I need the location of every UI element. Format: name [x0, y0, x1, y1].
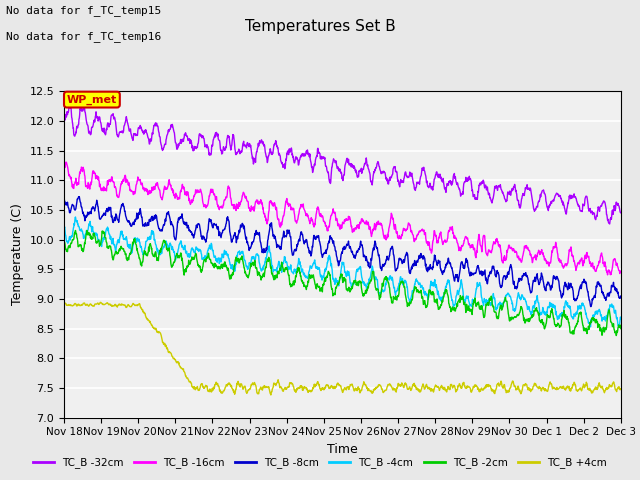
TC_B +4cm — [312, 382, 320, 387]
TC_B -8cm — [76, 194, 83, 200]
Line: TC_B -8cm: TC_B -8cm — [64, 197, 621, 307]
Line: TC_B -32cm: TC_B -32cm — [64, 105, 621, 224]
TC_B -2cm — [60, 239, 68, 245]
TC_B -4cm — [444, 277, 452, 283]
TC_B -4cm — [60, 227, 68, 233]
TC_B -2cm — [444, 293, 452, 299]
TC_B +4cm — [582, 382, 589, 388]
TC_B -16cm — [62, 159, 70, 165]
TC_B -32cm — [312, 154, 320, 160]
TC_B +4cm — [60, 300, 68, 306]
TC_B +4cm — [445, 385, 452, 391]
TC_B -32cm — [582, 195, 589, 201]
TC_B -2cm — [617, 326, 625, 332]
TC_B +4cm — [617, 386, 625, 392]
TC_B -2cm — [70, 230, 78, 236]
Line: TC_B -4cm: TC_B -4cm — [64, 217, 621, 327]
TC_B -32cm — [444, 182, 452, 188]
TC_B -32cm — [79, 102, 87, 108]
TC_B -4cm — [617, 316, 625, 322]
TC_B -8cm — [444, 256, 452, 262]
TC_B -4cm — [587, 324, 595, 330]
TC_B -32cm — [70, 133, 78, 139]
TC_B -4cm — [72, 214, 79, 220]
TC_B -16cm — [346, 215, 353, 221]
TC_B -8cm — [346, 243, 353, 249]
TC_B -8cm — [312, 234, 320, 240]
TC_B -8cm — [587, 304, 595, 310]
Text: WP_met: WP_met — [67, 95, 117, 105]
TC_B -2cm — [72, 228, 79, 233]
TC_B +4cm — [346, 384, 353, 390]
TC_B +4cm — [97, 300, 104, 305]
Y-axis label: Temperature (C): Temperature (C) — [11, 204, 24, 305]
TC_B -2cm — [312, 286, 320, 291]
TC_B -32cm — [606, 221, 614, 227]
TC_B -8cm — [160, 222, 168, 228]
TC_B -16cm — [160, 187, 168, 192]
TC_B -8cm — [60, 198, 68, 204]
TC_B -4cm — [346, 271, 353, 277]
TC_B -16cm — [71, 181, 79, 187]
TC_B -32cm — [346, 162, 353, 168]
Text: No data for f_TC_temp15: No data for f_TC_temp15 — [6, 5, 162, 16]
TC_B -8cm — [70, 207, 78, 213]
TC_B -2cm — [582, 328, 589, 334]
Line: TC_B -16cm: TC_B -16cm — [64, 162, 621, 275]
Text: Temperatures Set B: Temperatures Set B — [244, 19, 396, 34]
TC_B +4cm — [70, 301, 78, 307]
TC_B -4cm — [312, 264, 320, 270]
TC_B -8cm — [582, 279, 589, 285]
X-axis label: Time: Time — [327, 443, 358, 456]
TC_B -16cm — [582, 252, 589, 258]
TC_B -32cm — [60, 119, 68, 124]
TC_B -2cm — [160, 238, 168, 244]
TC_B -4cm — [582, 307, 589, 313]
TC_B -16cm — [312, 211, 320, 217]
TC_B -4cm — [70, 222, 78, 228]
TC_B +4cm — [160, 341, 168, 347]
TC_B -32cm — [160, 144, 168, 150]
TC_B -16cm — [444, 230, 452, 236]
Line: TC_B -2cm: TC_B -2cm — [64, 230, 621, 336]
Text: No data for f_TC_temp16: No data for f_TC_temp16 — [6, 31, 162, 42]
TC_B +4cm — [267, 392, 275, 398]
Line: TC_B +4cm: TC_B +4cm — [64, 302, 621, 395]
TC_B -16cm — [60, 165, 68, 170]
TC_B -16cm — [617, 269, 625, 275]
TC_B -2cm — [612, 333, 620, 338]
TC_B -32cm — [617, 210, 625, 216]
TC_B -4cm — [160, 244, 168, 250]
TC_B -8cm — [617, 293, 625, 299]
TC_B -16cm — [604, 272, 611, 278]
Legend: TC_B -32cm, TC_B -16cm, TC_B -8cm, TC_B -4cm, TC_B -2cm, TC_B +4cm: TC_B -32cm, TC_B -16cm, TC_B -8cm, TC_B … — [29, 453, 611, 472]
TC_B -2cm — [346, 286, 353, 291]
